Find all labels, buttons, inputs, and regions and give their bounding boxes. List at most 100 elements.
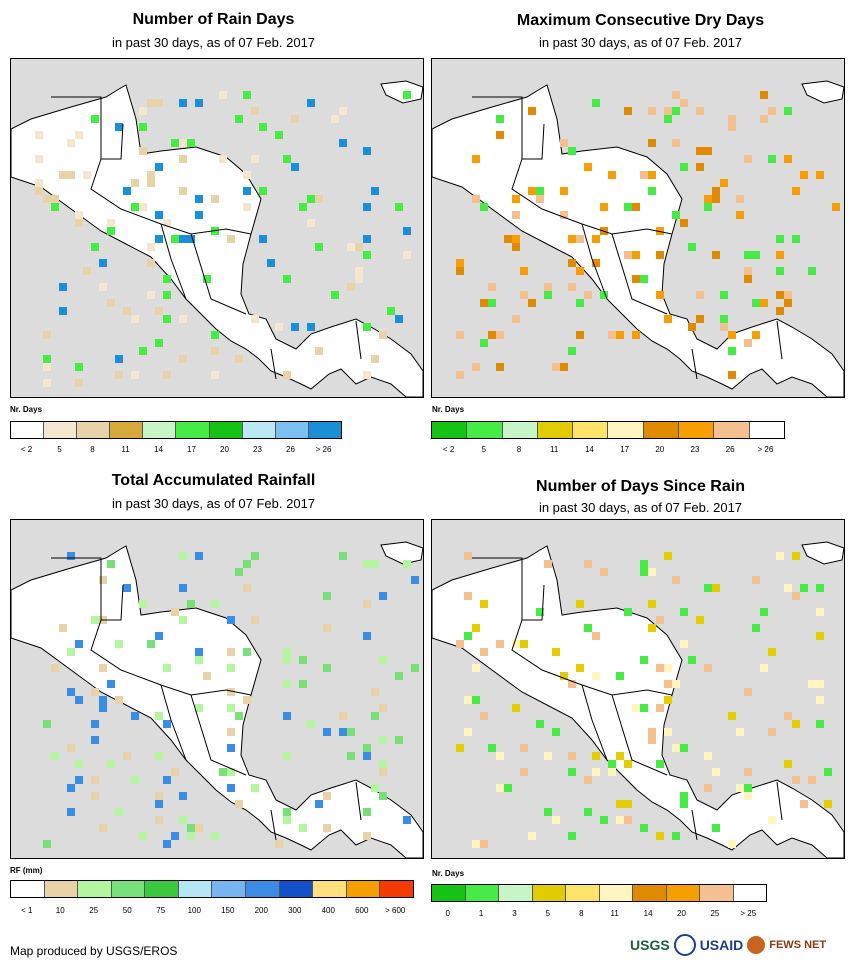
grid-cell — [568, 147, 576, 155]
grid-cell — [512, 211, 520, 219]
grid-cell — [664, 107, 672, 115]
grid-cell — [528, 107, 536, 115]
legend-swatch — [643, 422, 680, 438]
grid-cell — [488, 744, 496, 752]
grid-cell — [512, 243, 520, 251]
grid-cell — [744, 155, 752, 163]
grid-cell — [51, 203, 59, 211]
land-area — [11, 84, 423, 397]
grid-cell — [195, 99, 203, 107]
grid-cell — [560, 187, 568, 195]
usgs-logo: USGS — [630, 937, 670, 953]
grid-cell — [464, 632, 472, 640]
grid-cell — [648, 187, 656, 195]
grid-cell — [147, 640, 155, 648]
grid-cell — [728, 123, 736, 131]
land-area — [380, 541, 423, 565]
grid-cell — [259, 235, 267, 243]
grid-cell — [59, 624, 67, 632]
panel-title: Number of Rain Days — [132, 11, 295, 28]
grid-cell — [680, 792, 688, 800]
grid-cell — [672, 211, 680, 219]
grid-cell — [496, 752, 504, 760]
panel-title: Maximum Consecutive Dry Days — [516, 12, 765, 29]
grid-cell — [43, 195, 51, 203]
grid-cell — [648, 624, 656, 632]
grid-cell — [259, 123, 267, 131]
grid-cell — [371, 560, 379, 568]
grid-cell — [99, 696, 107, 704]
grid-cell — [75, 760, 83, 768]
grid-cell — [696, 107, 704, 115]
grid-cell — [171, 832, 179, 840]
grid-cell — [283, 155, 291, 163]
grid-cell — [227, 235, 235, 243]
grid-cell — [155, 800, 163, 808]
grid-cell — [648, 139, 656, 147]
grid-cell — [155, 235, 163, 243]
grid-cell — [155, 792, 163, 800]
grid-cell — [776, 235, 784, 243]
grid-cell — [107, 760, 115, 768]
grid-cell — [648, 736, 656, 744]
grid-cell — [363, 147, 371, 155]
grid-cell — [235, 568, 243, 576]
grid-cell — [211, 195, 219, 203]
legend-label: 600 — [355, 906, 369, 915]
country-border — [160, 684, 187, 761]
legend-label: 14 — [584, 445, 594, 454]
grid-cell — [227, 704, 235, 712]
grid-cell — [243, 171, 251, 179]
grid-cell — [576, 267, 584, 275]
grid-cell — [496, 115, 504, 123]
grid-cell — [688, 243, 696, 251]
grid-cell — [91, 243, 99, 251]
grid-cell — [792, 235, 800, 243]
grid-cell — [43, 355, 51, 363]
grid-cell — [67, 171, 75, 179]
grid-cell — [568, 752, 576, 760]
legend-label: 75 — [156, 906, 166, 915]
grid-cell — [600, 291, 608, 299]
legend-label: 400 — [321, 906, 335, 915]
grid-cell — [283, 371, 291, 379]
grid-cell — [744, 792, 752, 800]
grid-cell — [560, 139, 568, 147]
grid-cell — [472, 696, 480, 704]
legend-swatch — [700, 885, 734, 901]
grid-cell — [131, 179, 139, 187]
grid-cell — [816, 171, 824, 179]
grid-cell — [824, 800, 832, 808]
map-svg — [11, 541, 423, 858]
grid-cell — [179, 155, 187, 163]
grid-cell — [131, 776, 139, 784]
legend-swatch — [275, 422, 309, 438]
grid-cell — [488, 283, 496, 291]
grid-cell — [251, 315, 259, 323]
grid-cell — [243, 203, 251, 211]
grid-cell — [616, 816, 624, 824]
grid-cell — [776, 291, 784, 299]
grid-cell — [728, 115, 736, 123]
map — [431, 58, 845, 398]
grid-cell — [640, 568, 648, 576]
legend-swatch — [467, 422, 503, 438]
grid-cell — [107, 227, 115, 235]
grid-cell — [363, 600, 371, 608]
grid-cell — [179, 792, 187, 800]
grid-cell — [608, 331, 616, 339]
grid-cell — [696, 616, 704, 624]
grid-cell — [115, 640, 123, 648]
grid-cell — [664, 552, 672, 560]
legend-swatch — [599, 885, 633, 901]
grid-cell — [155, 211, 163, 219]
grid-cell — [608, 768, 616, 776]
legend-title: Nr. Days — [10, 405, 43, 414]
grid-cell — [307, 323, 315, 331]
footer-credit: Map produced by USGS/EROS — [10, 944, 178, 958]
grid-cell — [656, 704, 664, 712]
legend-label: 14 — [643, 909, 653, 918]
grid-cell — [664, 696, 672, 704]
grid-cell — [91, 736, 99, 744]
grid-cell — [395, 203, 403, 211]
